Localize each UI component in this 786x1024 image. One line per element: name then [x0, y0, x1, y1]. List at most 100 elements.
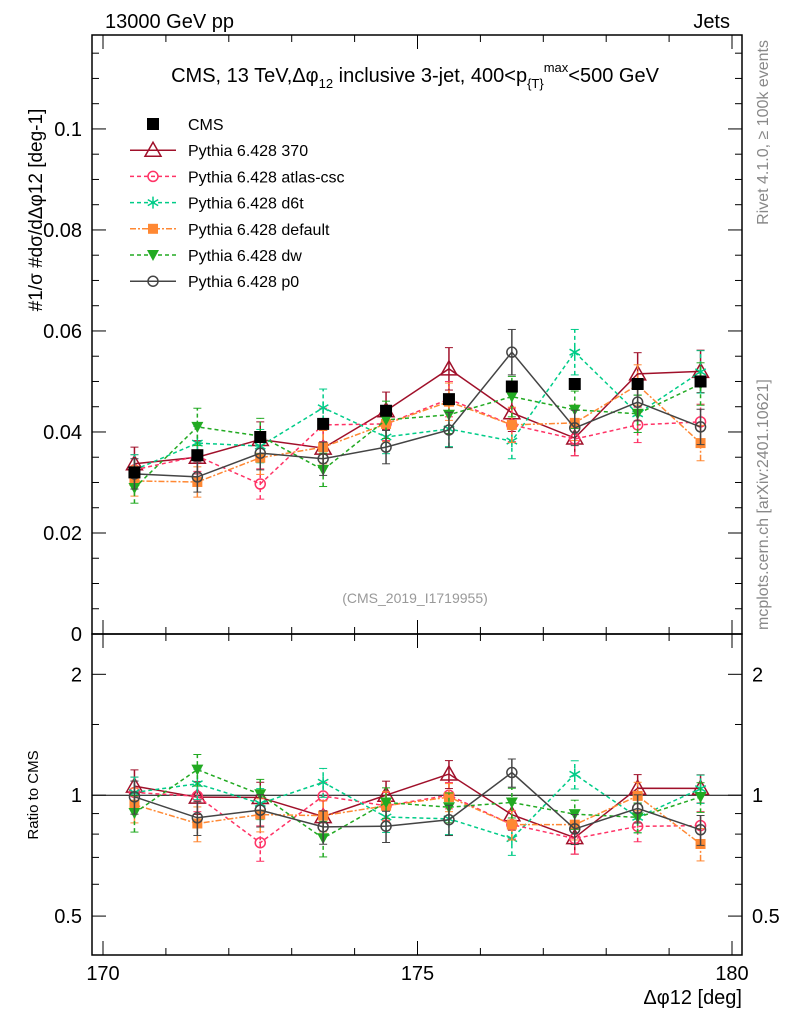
- data-point: [191, 449, 204, 462]
- legend-item: Pythia 6.428 default: [130, 222, 330, 239]
- legend-marker: [148, 223, 158, 234]
- legend-marker: [147, 275, 159, 287]
- ratio-tick-label: 0.5: [54, 906, 82, 928]
- star-stroke: [569, 770, 581, 778]
- rivet-label: Rivet 4.1.0, ≥ 100k events: [755, 40, 772, 225]
- data-point: [191, 471, 204, 483]
- legend-item: Pythia 6.428 d6t: [130, 196, 304, 213]
- data-point: [694, 375, 707, 388]
- legend-label: Pythia 6.428 default: [188, 222, 330, 239]
- ratio-tick-label: 2: [71, 664, 82, 686]
- ratio-line: [134, 768, 701, 840]
- chart-title: CMS, 13 TeV,Δφ12 inclusive 3-jet, 400<p{…: [171, 60, 659, 91]
- y-tick-label: 0.06: [43, 321, 82, 343]
- y-tick-label: 0.1: [54, 119, 82, 141]
- ratio-point: [569, 768, 581, 781]
- data-point: [254, 431, 267, 444]
- ratio-point: [317, 821, 329, 833]
- ratio-tick-label: 2: [752, 664, 763, 686]
- data-point: [442, 393, 455, 406]
- legend-item: Pythia 6.428 370: [130, 140, 308, 160]
- legend-item: CMS: [147, 117, 224, 134]
- data-point: [505, 391, 518, 403]
- ratio-point: [506, 766, 518, 779]
- legend-marker: [147, 170, 159, 183]
- star-stroke: [147, 198, 159, 207]
- y-tick-label: 0.04: [43, 422, 82, 444]
- ratio-tick-label: 1: [752, 785, 763, 807]
- series-line: [133, 383, 701, 489]
- ratio-tick-label: 1: [71, 785, 82, 807]
- data-point: [380, 441, 392, 453]
- data-point: [443, 424, 455, 436]
- star-stroke: [694, 368, 707, 376]
- x-axis-label: Δφ12 [deg]: [643, 987, 742, 1009]
- ratio-point: [380, 820, 392, 832]
- star-stroke: [317, 778, 329, 786]
- ratio-point: [254, 836, 266, 849]
- data-point: [506, 346, 518, 358]
- ratio-point: [254, 804, 266, 816]
- data-point: [505, 380, 518, 393]
- data-point: [506, 419, 517, 430]
- legend-item: Pythia 6.428 p0: [130, 274, 299, 291]
- ratio-point: [694, 824, 707, 836]
- ratio-line: [134, 771, 701, 831]
- series-line: [134, 351, 701, 471]
- legend-item: Pythia 6.428 dw: [130, 248, 302, 265]
- ratio-point: [443, 792, 454, 803]
- x-tick-label: 175: [401, 963, 434, 985]
- ratio-line: [134, 773, 701, 839]
- data-point: [631, 377, 644, 390]
- data-point: [380, 414, 393, 426]
- ratio-point: [569, 823, 581, 835]
- ratio-point: [505, 797, 518, 809]
- data-point: [568, 377, 581, 390]
- legend-label: Pythia 6.428 370: [188, 143, 308, 160]
- data-point: [380, 404, 393, 417]
- series-cms: [128, 375, 707, 479]
- legend-marker: [143, 140, 163, 157]
- legend-marker: [147, 250, 159, 261]
- x-tick-label: 170: [86, 963, 119, 985]
- legend-label: Pythia 6.428 d6t: [188, 196, 304, 213]
- series-line: [134, 350, 701, 478]
- mcplots-label: mcplots.cern.ch [arXiv:2401.10621]: [755, 379, 772, 630]
- ratio-point: [380, 797, 393, 809]
- legend-label: CMS: [188, 117, 224, 134]
- legend-label: Pythia 6.428 p0: [188, 274, 299, 291]
- ratio-point: [191, 812, 204, 824]
- y-axis-label: #1/σ #dσ/dΔφ12 [deg-1]: [26, 109, 47, 312]
- ratio-point: [506, 819, 517, 830]
- ratio-point: [439, 764, 459, 781]
- data-point: [694, 421, 707, 433]
- legend-label: Pythia 6.428 atlas-csc: [188, 169, 345, 186]
- data-point: [128, 466, 141, 479]
- data-point: [317, 452, 329, 465]
- ratio-point: [443, 813, 455, 826]
- star-stroke: [569, 348, 581, 356]
- legend-marker: [147, 196, 159, 209]
- ratio-tick-label: 0.5: [752, 906, 780, 928]
- data-point: [569, 346, 581, 359]
- data-point: [254, 478, 266, 490]
- ratio-point: [317, 776, 329, 789]
- y-tick-label: 0: [71, 624, 82, 646]
- header-right: Jets: [693, 11, 730, 33]
- star-stroke: [317, 404, 329, 412]
- ratio-point: [191, 764, 204, 776]
- series-pythia-6-428-dw: [128, 362, 707, 858]
- ratio-line: [134, 795, 702, 845]
- series-line: [134, 367, 701, 465]
- analysis-watermark: (CMS_2019_I1719955): [342, 590, 488, 606]
- legend-label: Pythia 6.428 dw: [188, 248, 302, 265]
- data-point: [631, 396, 644, 408]
- legend-marker: [147, 118, 159, 130]
- ratio-point: [128, 791, 141, 803]
- y-tick-label: 0.02: [43, 523, 82, 545]
- legend-item: Pythia 6.428 atlas-csc: [130, 169, 345, 186]
- ratio-line: [134, 791, 701, 844]
- header-left: 13000 GeV pp: [105, 11, 234, 33]
